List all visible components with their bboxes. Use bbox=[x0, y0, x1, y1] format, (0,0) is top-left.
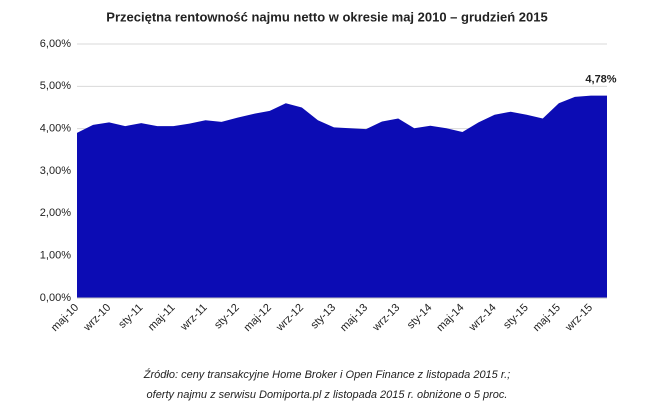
x-tick-label: wrz-12 bbox=[273, 302, 306, 335]
x-tick-label: sty-14 bbox=[405, 302, 435, 332]
y-tick-label: 6,00% bbox=[40, 38, 71, 50]
chart-title: Przeciętna rentowność najmu netto w okre… bbox=[106, 9, 547, 24]
x-tick-label: sty-11 bbox=[116, 302, 145, 331]
x-tick-label: wrz-11 bbox=[178, 302, 210, 334]
x-tick-label: maj-12 bbox=[242, 302, 274, 334]
x-tick-label: maj-11 bbox=[146, 302, 178, 334]
y-tick-label: 0,00% bbox=[40, 292, 71, 304]
y-tick-label: 1,00% bbox=[40, 250, 71, 262]
x-tick-label: wrz-15 bbox=[563, 302, 596, 335]
x-tick-label: sty-15 bbox=[501, 302, 531, 332]
y-tick-label: 3,00% bbox=[40, 165, 71, 177]
x-tick-label: wrz-14 bbox=[466, 302, 499, 335]
x-tick-label: sty-12 bbox=[212, 302, 242, 332]
x-tick-label: maj-13 bbox=[338, 302, 370, 334]
x-tick-label: maj-15 bbox=[531, 302, 563, 334]
y-tick-label: 2,00% bbox=[40, 207, 71, 219]
y-tick-label: 4,00% bbox=[40, 123, 71, 135]
source-note: oferty najmu z serwisu Domiporta.pl z li… bbox=[147, 389, 508, 401]
x-tick-label: sty-13 bbox=[308, 302, 338, 332]
x-tick-label: maj-10 bbox=[49, 302, 81, 334]
x-tick-label: wrz-13 bbox=[370, 302, 403, 335]
x-tick-label: wrz-10 bbox=[81, 302, 114, 335]
source-note: Źródło: ceny transakcyjne Home Broker i … bbox=[143, 368, 510, 381]
x-tick-label: maj-14 bbox=[434, 302, 466, 334]
area bbox=[77, 95, 607, 298]
y-tick-label: 5,00% bbox=[40, 80, 71, 92]
data-label: 4,78% bbox=[585, 74, 616, 86]
